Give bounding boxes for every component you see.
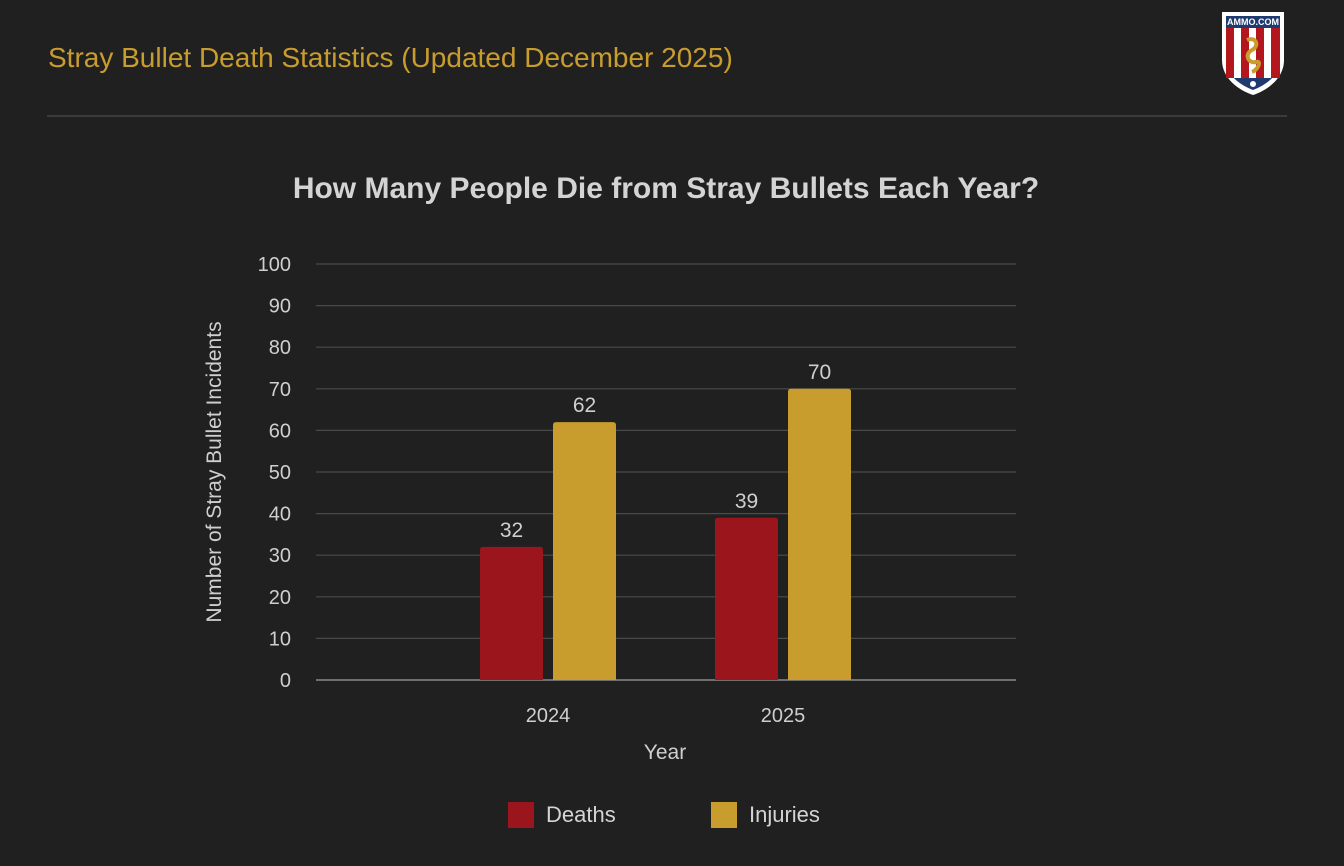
data-labels: 32 62 39 70 (500, 361, 831, 542)
x-axis-title: Year (644, 741, 686, 764)
y-tick-label-0: 0 (280, 670, 291, 692)
page-title: Stray Bullet Death Statistics (Updated D… (48, 42, 733, 73)
y-axis-ticks: 0 10 20 30 40 50 60 70 80 90 100 (258, 254, 291, 692)
y-tick-label-90: 90 (269, 296, 291, 318)
grid-lines (316, 263, 1016, 681)
y-tick-label-50: 50 (269, 462, 291, 484)
legend-item-injuries[interactable]: Injuries (711, 802, 820, 828)
x-tick-label-2024: 2024 (526, 705, 571, 727)
data-label-injuries-2025: 70 (808, 361, 831, 384)
x-axis-ticks: 2024 2025 (526, 705, 806, 727)
y-tick-label-70: 70 (269, 379, 291, 401)
bar-deaths-2025 (715, 517, 778, 680)
y-tick-label-30: 30 (269, 545, 291, 567)
x-tick-label-2025: 2025 (761, 705, 806, 727)
legend-item-deaths[interactable]: Deaths (508, 802, 616, 828)
legend-swatch-deaths (508, 802, 534, 828)
legend-label-injuries: Injuries (749, 802, 820, 827)
legend-swatch-injuries (711, 802, 737, 828)
y-tick-label-40: 40 (269, 504, 291, 526)
legend-label-deaths: Deaths (546, 802, 616, 827)
y-tick-label-100: 100 (258, 254, 291, 276)
logo-text: AMMO.COM (1227, 17, 1279, 27)
bar-deaths-2024 (480, 546, 543, 680)
bar-chart: 0 10 20 30 40 50 60 70 80 90 100 32 62 39 70 2024 2025… (203, 254, 1016, 764)
chart-title: How Many People Die from Stray Bullets E… (292, 172, 1040, 205)
bar-injuries-2025 (788, 388, 851, 680)
header-divider (47, 115, 1287, 117)
legend: Deaths Injuries (0, 802, 1344, 832)
bar-injuries-2024 (553, 422, 616, 680)
y-tick-label-20: 20 (269, 587, 291, 609)
bars (480, 388, 851, 680)
data-label-deaths-2025: 39 (735, 490, 758, 513)
data-label-deaths-2024: 32 (500, 519, 523, 542)
data-label-injuries-2024: 62 (573, 394, 596, 417)
y-tick-label-10: 10 (269, 628, 291, 650)
y-tick-label-60: 60 (269, 420, 291, 442)
y-axis-title: Number of Stray Bullet Incidents (203, 321, 226, 622)
ammo-logo[interactable]: AMMO.COM (1218, 10, 1288, 96)
y-tick-label-80: 80 (269, 337, 291, 359)
